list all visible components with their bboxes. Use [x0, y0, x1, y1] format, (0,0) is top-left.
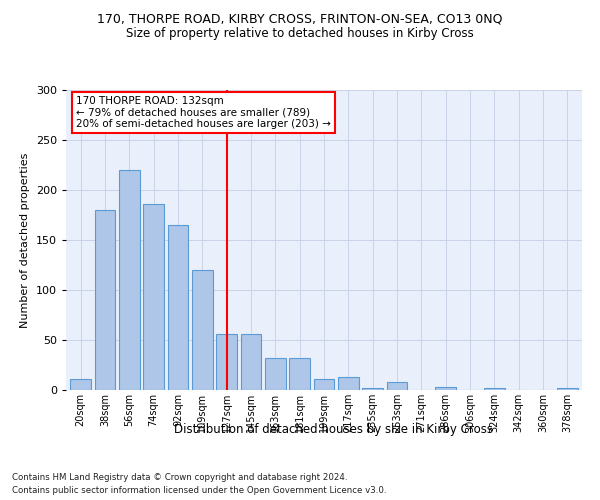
Bar	[241, 334, 262, 390]
Bar	[289, 358, 310, 390]
Bar	[192, 270, 212, 390]
Bar	[167, 225, 188, 390]
Bar	[557, 388, 578, 390]
Text: 170 THORPE ROAD: 132sqm
← 79% of detached houses are smaller (789)
20% of semi-d: 170 THORPE ROAD: 132sqm ← 79% of detache…	[76, 96, 331, 129]
Bar	[484, 388, 505, 390]
Text: Contains HM Land Registry data © Crown copyright and database right 2024.: Contains HM Land Registry data © Crown c…	[12, 472, 347, 482]
Text: 170, THORPE ROAD, KIRBY CROSS, FRINTON-ON-SEA, CO13 0NQ: 170, THORPE ROAD, KIRBY CROSS, FRINTON-O…	[97, 12, 503, 26]
Bar	[338, 377, 359, 390]
Bar	[143, 204, 164, 390]
Text: Size of property relative to detached houses in Kirby Cross: Size of property relative to detached ho…	[126, 28, 474, 40]
Bar	[119, 170, 140, 390]
Bar	[362, 388, 383, 390]
Text: Distribution of detached houses by size in Kirby Cross: Distribution of detached houses by size …	[173, 422, 493, 436]
Bar	[386, 382, 407, 390]
Bar	[314, 379, 334, 390]
Bar	[70, 379, 91, 390]
Text: Contains public sector information licensed under the Open Government Licence v3: Contains public sector information licen…	[12, 486, 386, 495]
Bar	[436, 387, 456, 390]
Y-axis label: Number of detached properties: Number of detached properties	[20, 152, 30, 328]
Bar	[216, 334, 237, 390]
Bar	[265, 358, 286, 390]
Bar	[95, 210, 115, 390]
